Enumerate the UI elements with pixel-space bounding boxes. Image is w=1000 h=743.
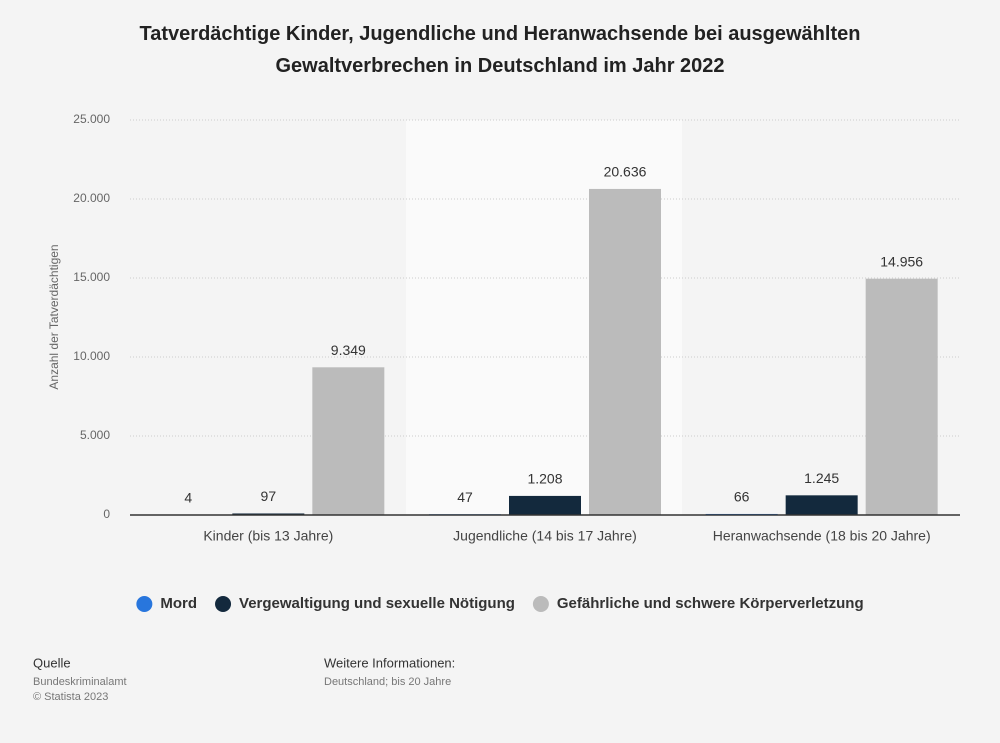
x-tick-label: Heranwachsende (18 bis 20 Jahre) xyxy=(713,528,931,544)
value-label: 14.956 xyxy=(880,253,923,269)
legend-marker xyxy=(215,596,232,612)
value-label: 20.636 xyxy=(604,164,647,180)
y-tick-label: 5.000 xyxy=(80,428,110,442)
value-label: 1.208 xyxy=(527,471,562,487)
y-axis-label: Anzahl der Tatverdächtigen xyxy=(47,244,61,389)
y-tick-label: 15.000 xyxy=(73,270,110,284)
y-tick-label: 0 xyxy=(103,507,110,521)
bar xyxy=(232,513,305,515)
value-label: 9.349 xyxy=(331,342,366,358)
info-title: Weitere Informationen: xyxy=(324,655,455,670)
legend-label: Gefährliche und schwere Körperverletzung xyxy=(557,595,864,612)
bar xyxy=(509,495,581,515)
value-label: 4 xyxy=(184,490,192,506)
x-tick-label: Jugendliche (14 bis 17 Jahre) xyxy=(453,528,637,544)
legend-label: Vergewaltigung und sexuelle Nötigung xyxy=(239,595,515,612)
y-tick-label: 25.000 xyxy=(73,112,110,126)
legend-label: Mord xyxy=(160,595,197,612)
source-title: Quelle xyxy=(33,655,71,670)
x-tick-label: Kinder (bis 13 Jahre) xyxy=(203,528,333,544)
value-label: 66 xyxy=(734,489,750,505)
bar xyxy=(785,495,858,515)
bar xyxy=(589,188,661,515)
y-tick-label: 10.000 xyxy=(73,349,110,363)
source: Bundeskriminalamt xyxy=(33,676,127,688)
bar xyxy=(312,367,385,515)
copyright: © Statista 2023 xyxy=(33,691,108,703)
info: Deutschland; bis 20 Jahre xyxy=(324,676,451,688)
value-label: 97 xyxy=(261,488,277,504)
value-label: 1.245 xyxy=(804,470,839,486)
legend-marker xyxy=(136,596,153,612)
value-label: 47 xyxy=(457,489,473,505)
y-tick-label: 20.000 xyxy=(73,191,110,205)
bar xyxy=(865,278,938,515)
legend-marker xyxy=(532,596,549,612)
chart-title: Tatverdächtige Kinder, Jugendliche und H… xyxy=(139,23,861,77)
